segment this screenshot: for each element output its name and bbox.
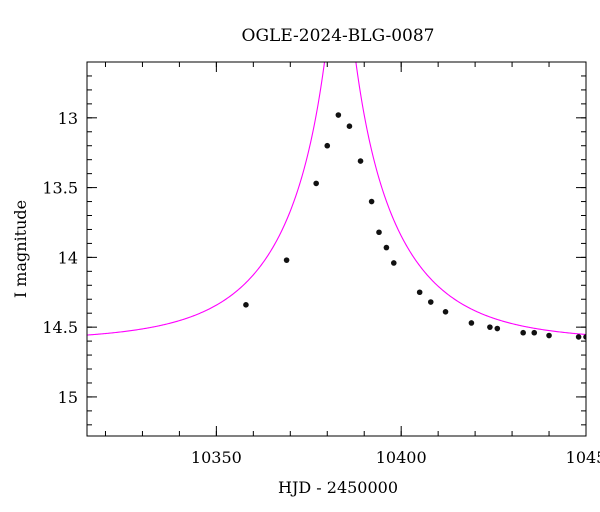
x-tick-label: 1045 — [566, 448, 600, 467]
data-point — [546, 332, 552, 339]
plot-area — [87, 62, 586, 340]
data-point — [442, 309, 449, 315]
tick-labels: 10350 10400 1045 13 13.5 14 14.5 15 — [42, 109, 600, 467]
data-point — [520, 329, 526, 336]
data-point — [313, 180, 319, 187]
data-point — [368, 198, 375, 205]
data-point — [390, 260, 397, 266]
data-point — [427, 299, 434, 305]
data-point — [243, 302, 249, 308]
data-point — [376, 229, 382, 236]
y-tick-label: 13.5 — [42, 179, 78, 198]
y-tick-label: 13 — [58, 109, 78, 128]
y-axis-label: I magnitude — [11, 200, 30, 298]
data-point — [324, 142, 331, 149]
y-tick-label: 15 — [58, 388, 78, 407]
data-point — [416, 289, 423, 296]
chart-title: OGLE-2024-BLG-0087 — [242, 26, 435, 46]
data-point — [283, 257, 290, 263]
data-point — [487, 324, 493, 330]
data-point — [383, 244, 390, 251]
data-point — [335, 112, 342, 118]
axis-ticks — [87, 61, 587, 436]
x-tick-label: 10400 — [376, 448, 427, 467]
data-point — [494, 325, 501, 332]
data-point — [468, 320, 475, 326]
x-tick-label: 10350 — [191, 448, 242, 467]
model-curve — [87, 62, 586, 336]
data-point — [575, 334, 582, 340]
data-point — [346, 123, 353, 129]
data-point — [357, 158, 364, 164]
plot-frame — [86, 61, 587, 437]
data-points — [243, 112, 586, 340]
data-point — [531, 329, 538, 336]
y-tick-label: 14 — [58, 248, 78, 267]
x-axis-label: HJD - 2450000 — [278, 478, 398, 497]
y-tick-label: 14.5 — [42, 318, 78, 337]
data-point — [583, 334, 586, 340]
